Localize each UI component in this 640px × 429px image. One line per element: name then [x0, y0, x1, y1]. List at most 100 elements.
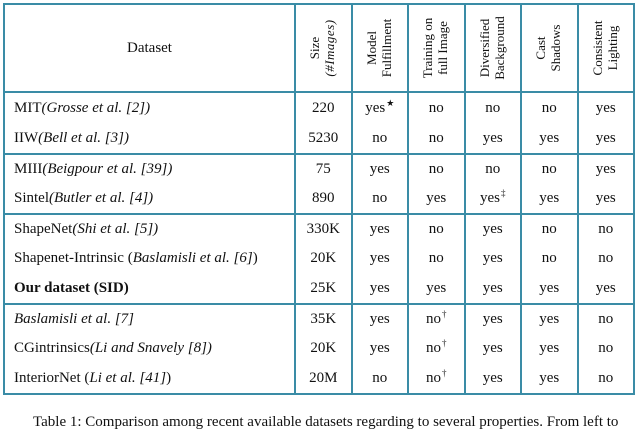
shadows-cell: no	[520, 243, 577, 273]
background-cell: no	[463, 155, 521, 183]
shadows-cell: no	[520, 93, 577, 123]
model-fulfillment-cell: yes	[350, 273, 408, 303]
cast-shadows-header-label: Cast Shadows	[533, 24, 564, 72]
dataset-name: Sintel	[14, 189, 50, 206]
dataset-name: Shapenet-Intrinsic (	[14, 249, 133, 266]
column-header-consistent-lighting: Consistent Lighting	[576, 5, 634, 91]
model-fulfillment-cell: yes	[350, 155, 408, 183]
shadows-cell: no	[520, 155, 577, 183]
dataset-name-cell: MIII (Beigpour et al. [39])	[5, 155, 294, 183]
dataset-name: InteriorNet (	[14, 369, 90, 386]
background-cell: yes	[463, 123, 521, 153]
training-cell: no	[407, 93, 464, 123]
dataset-reference: (Beigpour et al. [39])	[42, 160, 173, 177]
model-fulfillment-header-label: Model Fulfillment	[363, 18, 394, 78]
dataset-name: MIII	[14, 160, 43, 177]
row-shapenet: ShapeNet (Shi et al. [5]) 330K yes no ye…	[5, 213, 633, 243]
dataset-name-cell: Shapenet-Intrinsic (Baslamisli et al. [6…	[14, 249, 258, 266]
row-our-dataset-sid: Our dataset (SID) 25K yes yes yes yes ye…	[5, 273, 633, 303]
table-caption: Table 1: Comparison among recent availab…	[33, 414, 619, 429]
lighting-cell: yes	[576, 123, 634, 153]
dataset-name-cell: CGintrinsics (Li and Snavely [8])	[5, 333, 294, 363]
lighting-cell: no	[576, 333, 634, 363]
background-cell: yes	[463, 215, 521, 243]
column-header-diversified-background: Diversified Background	[463, 5, 521, 91]
row-sintel: Sintel (Butler et al. [4]) 890 no yes ye…	[5, 183, 633, 213]
background-cell: yes	[463, 363, 521, 393]
size-cell: 20K	[294, 243, 351, 273]
dataset-name-cell: IIW (Bell et al. [3])	[5, 123, 294, 153]
size-cell: 20M	[294, 363, 351, 393]
lighting-cell: yes	[576, 183, 634, 213]
dataset-reference: Baslamisli et al. [6]	[132, 249, 253, 266]
training-cell: no	[407, 243, 464, 273]
dataset-name-cell: MIT (Grosse et al. [2])	[5, 93, 294, 123]
model-fulfillment-cell: yes	[350, 333, 408, 363]
shadows-cell: yes	[520, 183, 577, 213]
size-cell: 20K	[294, 333, 351, 363]
size-cell: 75	[294, 155, 351, 183]
lighting-cell: yes	[576, 155, 634, 183]
training-cell: no	[407, 215, 464, 243]
column-header-size: Size (#Images)	[294, 5, 351, 91]
datasets-comparison-table: Dataset Size (#Images) Model Fulfillment…	[3, 3, 635, 395]
model-fulfillment-cell: no	[350, 183, 408, 213]
training-cell: yes	[407, 183, 464, 213]
dataset-reference: (Butler et al. [4])	[49, 189, 154, 206]
lighting-cell: yes	[576, 93, 634, 123]
size-cell: 220	[294, 93, 351, 123]
model-fulfillment-cell: no	[350, 123, 408, 153]
consistent-lighting-header-label: Consistent Lighting	[589, 20, 620, 76]
shadows-cell: yes	[520, 305, 577, 333]
row-iiw: IIW (Bell et al. [3]) 5230 no no yes yes…	[5, 123, 633, 153]
dataset-name-cell: Baslamisli et al. [7]	[5, 305, 294, 333]
model-fulfillment-cell: yes	[350, 243, 408, 273]
background-cell: yes	[463, 333, 521, 363]
row-shapenet-intrinsic: Shapenet-Intrinsic (Baslamisli et al. [6…	[5, 243, 633, 273]
dataset-reference: (Shi et al. [5])	[72, 220, 159, 237]
size-cell: 890	[294, 183, 351, 213]
dataset-name: CGintrinsics	[14, 339, 90, 356]
dataset-name-cell: Our dataset (SID)	[5, 273, 294, 303]
shadows-cell: no	[520, 215, 577, 243]
dataset-reference: Baslamisli et al. [7]	[14, 310, 135, 327]
row-baslamisli: Baslamisli et al. [7] 35K yes no † yes ye…	[5, 303, 633, 333]
lighting-cell: no	[576, 243, 634, 273]
dataset-header-label: Dataset	[127, 39, 172, 56]
size-cell: 25K	[294, 273, 351, 303]
dataset-reference: (Bell et al. [3])	[38, 129, 129, 146]
size-header-label: Size (#Images)	[307, 19, 338, 77]
training-cell: no	[407, 155, 464, 183]
shadows-cell: yes	[520, 363, 577, 393]
dataset-name: Our dataset (SID)	[14, 279, 129, 296]
dataset-name-cell: Sintel (Butler et al. [4])	[5, 183, 294, 213]
background-cell: no	[463, 93, 521, 123]
lighting-cell: no	[576, 305, 634, 333]
training-cell: no †	[407, 333, 464, 363]
dataset-reference: Li et al. [41]	[89, 369, 167, 386]
lighting-cell: no	[576, 363, 634, 393]
dataset-reference: (Grosse et al. [2])	[41, 99, 151, 116]
training-cell: no †	[407, 363, 464, 393]
dataset-name-cell: InteriorNet (Li et al. [41])	[14, 369, 172, 386]
column-header-model-fulfillment: Model Fulfillment	[350, 5, 408, 91]
background-cell: yes	[463, 273, 521, 303]
size-cell: 330K	[294, 215, 351, 243]
size-cell: 35K	[294, 305, 351, 333]
dataset-name: MIT	[14, 99, 42, 116]
model-fulfillment-cell: no	[350, 363, 408, 393]
training-cell: yes	[407, 273, 464, 303]
training-full-image-header-label: Training on full Image	[420, 17, 451, 79]
dataset-reference: (Li and Snavely [8])	[89, 339, 212, 356]
dataset-name: IIW	[14, 129, 39, 146]
row-mit: MIT (Grosse et al. [2]) 220 yes ★ no no n…	[5, 93, 633, 123]
size-cell: 5230	[294, 123, 351, 153]
shadows-cell: yes	[520, 273, 577, 303]
model-fulfillment-cell: yes	[350, 305, 408, 333]
column-header-cast-shadows: Cast Shadows	[520, 5, 577, 91]
diversified-background-header-label: Diversified Background	[476, 16, 507, 80]
model-fulfillment-cell: yes ★	[350, 93, 408, 123]
background-cell: yes ‡	[463, 183, 521, 213]
table-header-row: Dataset Size (#Images) Model Fulfillment…	[5, 5, 633, 93]
background-cell: yes	[463, 305, 521, 333]
